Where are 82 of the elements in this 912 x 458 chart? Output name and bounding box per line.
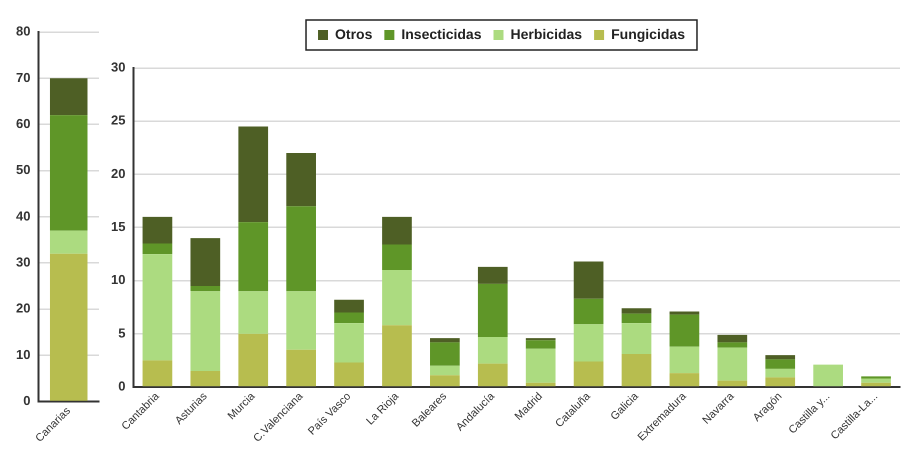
y-tick-label: 60 bbox=[16, 116, 30, 131]
y-tick-label: 80 bbox=[16, 24, 30, 39]
bar bbox=[670, 373, 700, 386]
y-tick-label: 30 bbox=[16, 254, 30, 270]
legend-label: Fungicidas bbox=[611, 26, 686, 42]
y-tick-label: 25 bbox=[110, 112, 126, 128]
y-tick-label: 30 bbox=[110, 60, 126, 75]
bar bbox=[334, 323, 364, 363]
bar bbox=[382, 216, 412, 244]
bar bbox=[382, 270, 412, 326]
bar bbox=[142, 254, 172, 360]
bar bbox=[190, 291, 220, 372]
bar bbox=[430, 375, 460, 386]
bar bbox=[813, 364, 843, 386]
bar bbox=[50, 78, 88, 116]
bar bbox=[861, 382, 891, 386]
legend-label: Otros bbox=[335, 26, 373, 42]
bar bbox=[50, 254, 88, 401]
y-tick-label: 10 bbox=[16, 346, 30, 362]
y-tick-label: 70 bbox=[16, 70, 30, 85]
bar bbox=[286, 153, 316, 206]
y-tick-label: 5 bbox=[118, 325, 126, 340]
bar bbox=[574, 262, 604, 299]
bar bbox=[334, 362, 364, 386]
y-tick-label: 50 bbox=[16, 162, 30, 178]
bar bbox=[717, 380, 748, 386]
bar bbox=[430, 338, 460, 342]
bar bbox=[190, 286, 220, 292]
y-tick-label: 20 bbox=[16, 300, 30, 316]
bar bbox=[238, 291, 268, 334]
bar bbox=[142, 243, 172, 254]
y-tick-label: 0 bbox=[118, 378, 126, 394]
bar bbox=[142, 360, 172, 386]
bar bbox=[574, 324, 604, 362]
bar bbox=[574, 361, 604, 386]
bar bbox=[574, 298, 604, 324]
bar bbox=[765, 368, 796, 378]
bar bbox=[334, 300, 364, 313]
bar bbox=[765, 359, 796, 369]
bar bbox=[670, 346, 700, 374]
bar bbox=[286, 350, 316, 386]
bar bbox=[670, 311, 700, 315]
legend-label: Insecticidas bbox=[401, 26, 482, 42]
bar bbox=[717, 348, 748, 381]
bar bbox=[286, 291, 316, 350]
bar bbox=[717, 342, 748, 348]
bar bbox=[478, 337, 508, 364]
bar bbox=[717, 334, 748, 342]
bar bbox=[238, 334, 268, 386]
bar bbox=[238, 222, 268, 292]
bar bbox=[478, 266, 508, 284]
legend-label: Herbicidas bbox=[510, 26, 582, 42]
bar bbox=[238, 126, 268, 222]
bar bbox=[190, 371, 220, 386]
bar bbox=[670, 314, 700, 347]
y-tick-label: 40 bbox=[16, 208, 30, 224]
bar bbox=[430, 366, 460, 376]
bar bbox=[478, 284, 508, 338]
bar bbox=[622, 314, 652, 324]
bar bbox=[430, 342, 460, 366]
bar bbox=[382, 244, 412, 270]
bar bbox=[622, 354, 652, 386]
bar bbox=[526, 382, 556, 386]
y-tick-label: 0 bbox=[23, 393, 30, 408]
bar bbox=[765, 355, 796, 360]
y-tick-label: 15 bbox=[110, 219, 126, 234]
bar bbox=[286, 206, 316, 292]
bar bbox=[334, 312, 364, 324]
bar bbox=[861, 378, 891, 383]
bar bbox=[50, 230, 88, 254]
bar bbox=[190, 238, 220, 286]
y-tick-label: 20 bbox=[110, 166, 126, 181]
bar bbox=[622, 308, 652, 314]
bar bbox=[478, 364, 508, 386]
bar bbox=[765, 377, 796, 386]
bar bbox=[622, 323, 652, 354]
y-tick-label: 10 bbox=[110, 272, 126, 288]
bar bbox=[382, 325, 412, 386]
bar bbox=[526, 348, 556, 383]
bar bbox=[526, 340, 556, 349]
bar bbox=[142, 216, 172, 244]
bar bbox=[50, 115, 88, 231]
